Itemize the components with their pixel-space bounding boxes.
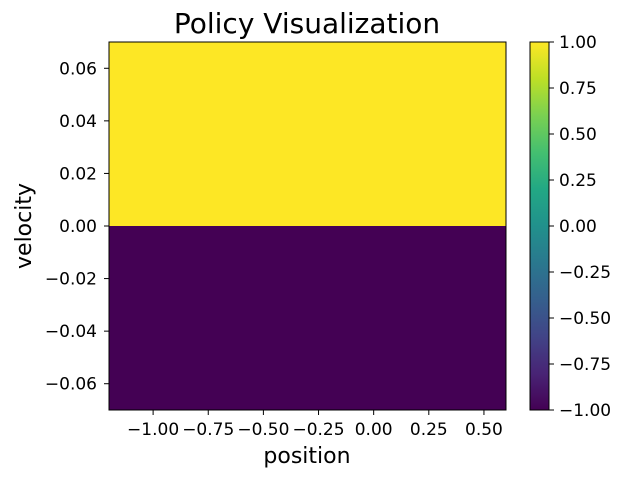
y-tick-label: 0.00 (59, 217, 97, 237)
y-tick-label: 0.04 (59, 112, 97, 132)
colorbar-tick-label: −1.00 (559, 401, 611, 421)
colorbar (529, 41, 550, 411)
colorbar-ticks: 1.00 0.75 0.50 0.25 0.00 −0.25 −0.50 −0.75 −1.00 (549, 33, 611, 421)
y-axis-ticks: 0.06 0.04 0.02 0.00 −0.02 −0.04 −0.06 (45, 59, 109, 395)
x-tick-label: 0.00 (355, 420, 393, 440)
x-axis-label: position (263, 444, 350, 469)
x-tick-label: −0.50 (237, 420, 289, 440)
y-tick-label: 0.06 (59, 59, 97, 79)
colorbar-tick-label: 0.00 (559, 217, 597, 237)
x-tick-label: −0.75 (182, 420, 234, 440)
colorbar-tick-label: 0.75 (559, 79, 597, 99)
colorbar-tick-label: 0.25 (559, 171, 597, 191)
y-axis-label: velocity (12, 183, 37, 269)
chart-title: Policy Visualization (174, 7, 440, 40)
heatmap-regions (109, 42, 506, 410)
y-tick-label: −0.06 (45, 375, 97, 395)
x-tick-label: −1.00 (127, 420, 179, 440)
x-tick-label: 0.50 (465, 420, 503, 440)
x-axis-ticks: −1.00 −0.75 −0.50 −0.25 0.00 0.25 0.50 (127, 410, 503, 440)
colorbar-tick-label: −0.75 (559, 355, 611, 375)
y-tick-label: −0.04 (45, 322, 97, 342)
colorbar-tick-label: 1.00 (559, 33, 597, 53)
colorbar-tick-label: 0.50 (559, 125, 597, 145)
heatmap-region-1 (109, 226, 506, 410)
colorbar-tick-label: −0.25 (559, 263, 611, 283)
x-tick-label: −0.25 (292, 420, 344, 440)
y-tick-label: 0.02 (59, 164, 97, 184)
y-tick-label: −0.02 (45, 270, 97, 290)
x-tick-label: 0.25 (410, 420, 448, 440)
colorbar-tick-label: −0.50 (559, 309, 611, 329)
heatmap-region-0 (109, 42, 506, 226)
